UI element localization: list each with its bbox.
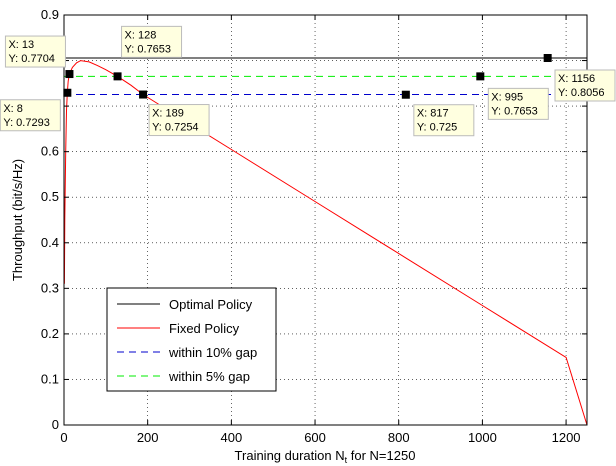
datatip-x-label: X: 995 xyxy=(491,91,523,103)
datatip-y-label: Y: 0.7653 xyxy=(491,105,537,117)
x-tick-label: 1000 xyxy=(468,430,497,445)
datatip-marker[interactable] xyxy=(543,54,552,63)
plot-frame xyxy=(63,14,588,426)
datatip-x-label: X: 189 xyxy=(152,108,184,120)
x-tick-label: 200 xyxy=(137,430,159,445)
legend-label-within-10-gap: within 10% gap xyxy=(168,345,257,360)
datatip-y-label: Y: 0.7653 xyxy=(125,43,172,55)
datatip-x-label: X: 13 xyxy=(8,39,34,51)
x-tick-label: 0 xyxy=(60,430,67,445)
y-tick-label: 0.1 xyxy=(41,371,59,386)
datatip-y-label: Y: 0.725 xyxy=(417,122,457,134)
legend-label-optimal-policy: Optimal Policy xyxy=(169,297,253,312)
x-tick-label: 1200 xyxy=(552,430,581,445)
datatip-x-label: X: 817 xyxy=(417,108,449,120)
y-tick-label: 0.4 xyxy=(41,235,59,250)
datatip-box xyxy=(148,104,210,137)
axis-ticks: 0 200 400 600 800 1000 1200 0 0.1 0.2 0.3 0.4 0.5 0.6… xyxy=(41,7,587,445)
datatip-marker[interactable] xyxy=(63,88,72,97)
datatip-x-label: X: 1156 xyxy=(558,73,595,85)
datatip: X: 128 Y: 0.7653 xyxy=(121,25,183,58)
datatip-y-label: Y: 0.7704 xyxy=(8,53,55,65)
datatip-y-label: Y: 0.7293 xyxy=(3,117,50,129)
datatip: X: 817 Y: 0.725 xyxy=(413,104,475,137)
y-tick-label: 0.2 xyxy=(41,326,59,341)
datatip-markers xyxy=(63,54,552,99)
datatip-box xyxy=(487,87,549,120)
legend-label-within-5-gap: within 5% gap xyxy=(168,369,250,384)
x-tick-label: 600 xyxy=(304,430,326,445)
y-tick-label: 0.3 xyxy=(41,280,59,295)
datatip-y-label: Y: 0.7254 xyxy=(152,122,199,134)
datatip: X: 1156 Y: 0.8056 xyxy=(554,69,616,102)
legend: Optimal Policy Fixed Policy within 10% gap… xyxy=(106,287,277,392)
y-axis-label: Throughput (bit/s/Hz) xyxy=(10,159,25,281)
legend-label-fixed-policy: Fixed Policy xyxy=(169,321,240,336)
y-tick-label: 0 xyxy=(52,417,59,432)
x-axis-label: Training duration Nt for N=1250 xyxy=(235,448,416,465)
x-tick-label: 800 xyxy=(388,430,410,445)
datatip: X: 8 Y: 0.7293 xyxy=(0,99,61,132)
series-fixed-policy xyxy=(63,60,588,426)
x-tick-label: 400 xyxy=(221,430,243,445)
y-tick-label: 0.5 xyxy=(41,189,59,204)
datatip: X: 995 Y: 0.7653 xyxy=(487,87,549,120)
datatip-x-label: X: 8 xyxy=(3,103,23,115)
datatip-marker[interactable] xyxy=(401,90,410,99)
datatip: X: 189 Y: 0.7254 xyxy=(148,104,210,137)
y-tick-label: 0.6 xyxy=(41,144,59,159)
datatip-marker[interactable] xyxy=(139,90,148,99)
datatip-box xyxy=(4,35,66,68)
datatip: X: 13 Y: 0.7704 xyxy=(4,35,66,68)
datatip-box xyxy=(413,104,475,137)
legend-box xyxy=(106,287,277,392)
datatip-box xyxy=(121,25,183,58)
datatips: X: 13 Y: 0.7704 X: 8 Y: 0.7293 X: 128 Y: 0.76… xyxy=(0,25,616,137)
datatip-x-label: X: 128 xyxy=(125,29,157,41)
datatip-marker[interactable] xyxy=(113,72,122,81)
y-tick-label: 0.9 xyxy=(41,7,59,22)
datatip-box xyxy=(0,99,61,132)
datatip-box xyxy=(554,69,616,102)
datatip-y-label: Y: 0.8056 xyxy=(558,87,605,99)
datatip-marker[interactable] xyxy=(476,72,485,81)
datatip-marker[interactable] xyxy=(65,70,74,79)
